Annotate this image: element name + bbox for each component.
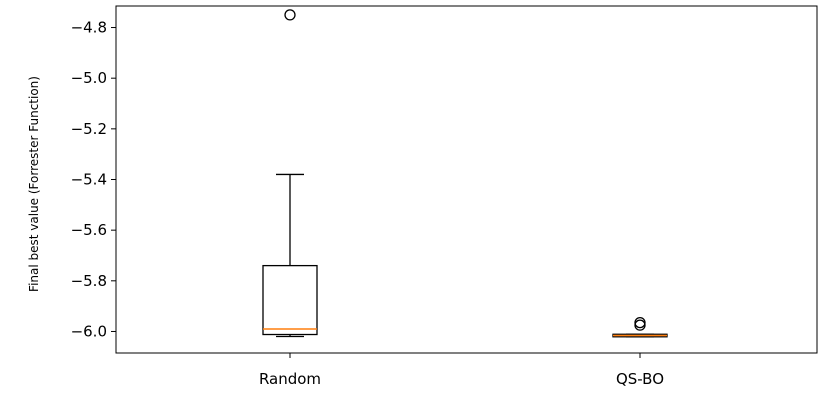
- plot-frame: [115, 5, 818, 354]
- axes: −4.8 −5.0 −5.2 −5.4 −5.6 −5.8 −6.0 Random QS-BO: [71, 5, 818, 388]
- y-tick-label: −6.0: [71, 322, 107, 340]
- y-tick-label: −4.8: [71, 19, 107, 37]
- outlier-point: [634, 319, 646, 331]
- y-tick-label: −5.8: [71, 272, 107, 290]
- y-tick-label: −5.4: [71, 171, 107, 189]
- outlier-point: [284, 9, 296, 21]
- y-axis-label: Final best value (Forrester Function): [27, 76, 41, 292]
- y-tick-label: −5.0: [71, 69, 107, 87]
- iqr-box: [262, 264, 318, 336]
- box-group: [262, 9, 318, 338]
- y-tick-label: −5.2: [71, 120, 107, 138]
- box-marks: [262, 9, 668, 338]
- outlier-point: [634, 316, 646, 329]
- x-tick-label: Random: [259, 370, 321, 388]
- y-tick-label: −5.6: [71, 221, 107, 239]
- box-group: [612, 316, 668, 338]
- x-tick-label: QS-BO: [616, 370, 664, 388]
